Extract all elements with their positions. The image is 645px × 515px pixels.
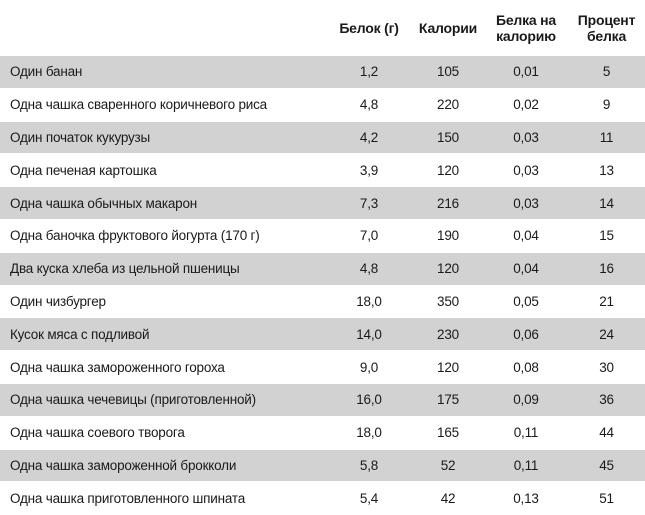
- calories-cell: 120: [412, 350, 484, 384]
- protein-cell: 16,0: [326, 383, 412, 417]
- food-name-cell: Одна чашка приготовленного шпината: [0, 481, 326, 515]
- calories-cell: 230: [412, 317, 484, 352]
- table-row: Одна баночка фруктового йогурта (170 г) 7…: [0, 219, 645, 253]
- table-row: Одна чашка замороженной брокколи 5,8 52 0,1…: [0, 449, 645, 483]
- protein-per-calorie-cell: 0,09: [484, 383, 568, 417]
- food-name-cell: Кусок мяса с подливой: [0, 317, 326, 352]
- calories-cell: 350: [412, 285, 484, 319]
- food-name-cell: Одна печеная картошка: [0, 153, 326, 188]
- table-row: Одна печеная картошка 3,9 120 0,03 13: [0, 153, 645, 188]
- protein-per-calorie-cell: 0,06: [484, 317, 568, 352]
- protein-per-calorie-cell: 0,04: [484, 252, 568, 286]
- protein-per-calorie-cell: 0,01: [484, 56, 568, 89]
- calories-cell: 190: [412, 219, 484, 253]
- calories-cell: 120: [412, 252, 484, 286]
- protein-percent-cell: 9: [568, 88, 645, 122]
- calories-cell: 52: [412, 449, 484, 483]
- food-name-cell: Одна чашка замороженной брокколи: [0, 449, 326, 483]
- header-protein-percent: Процент белка: [577, 12, 636, 44]
- calories-cell: 220: [412, 88, 484, 122]
- protein-cell: 4,8: [326, 88, 412, 122]
- protein-per-calorie-cell: 0,05: [484, 285, 568, 319]
- table-row: Один початок кукурузы 4,2 150 0,03 11: [0, 121, 645, 155]
- protein-cell: 18,0: [326, 285, 412, 319]
- calories-cell: 105: [412, 56, 484, 89]
- protein-cell: 5,4: [326, 481, 412, 515]
- protein-cell: 18,0: [326, 416, 412, 450]
- protein-per-calorie-cell: 0,04: [484, 219, 568, 253]
- table-row: Одна чашка замороженного гороха 9,0 120 0,0…: [0, 350, 645, 384]
- protein-cell: 1,2: [326, 56, 412, 89]
- calories-cell: 216: [412, 186, 484, 220]
- table-row: Один чизбургер 18,0 350 0,05 21: [0, 285, 645, 319]
- protein-percent-cell: 21: [568, 285, 645, 319]
- header-protein-per-calorie: Белка на калорию: [495, 12, 557, 44]
- table-row: Одна чашка сваренного коричневого риса 4,…: [0, 88, 645, 122]
- protein-percent-cell: 13: [568, 153, 645, 188]
- food-name-cell: Одна чашка сваренного коричневого риса: [0, 88, 326, 122]
- food-name-cell: Одна баночка фруктового йогурта (170 г): [0, 219, 326, 253]
- protein-cell: 7,0: [326, 219, 412, 253]
- calories-cell: 165: [412, 416, 484, 450]
- food-name-cell: Одна чашка чечевицы (приготовленной): [0, 383, 326, 417]
- protein-cell: 7,3: [326, 186, 412, 220]
- table-row: Один банан 1,2 105 0,01 5: [0, 56, 645, 89]
- protein-percent-cell: 30: [568, 350, 645, 384]
- protein-per-calorie-cell: 0,03: [484, 121, 568, 155]
- header-food: [0, 0, 326, 56]
- header-row: Белок (г) Калории Белка на калорию Проце…: [0, 0, 645, 56]
- food-name-cell: Два куска хлеба из цельной пшеницы: [0, 252, 326, 286]
- header-calories: Калории: [418, 20, 478, 36]
- protein-cell: 4,8: [326, 252, 412, 286]
- calories-cell: 150: [412, 121, 484, 155]
- header-protein: Белок (г): [339, 20, 399, 36]
- protein-percent-cell: 44: [568, 416, 645, 450]
- table-body: Один банан 1,2 105 0,01 5 Одна чашка сваренно…: [0, 56, 645, 515]
- protein-per-calorie-cell: 0,02: [484, 88, 568, 122]
- protein-percent-cell: 16: [568, 252, 645, 286]
- food-name-cell: Одна чашка замороженного гороха: [0, 350, 326, 384]
- calories-cell: 120: [412, 153, 484, 188]
- protein-percent-cell: 15: [568, 219, 645, 253]
- table-row: Одна чашка чечевицы (приготовленной) 16,0…: [0, 383, 645, 417]
- food-name-cell: Один початок кукурузы: [0, 121, 326, 155]
- food-name-cell: Одна чашка обычных макарон: [0, 186, 326, 220]
- protein-per-calorie-cell: 0,11: [484, 449, 568, 483]
- protein-percent-cell: 36: [568, 383, 645, 417]
- food-name-cell: Один чизбургер: [0, 285, 326, 319]
- protein-percent-cell: 14: [568, 186, 645, 220]
- table-row: Одна чашка приготовленного шпината 5,4 42 0…: [0, 481, 645, 515]
- protein-percent-cell: 11: [568, 121, 645, 155]
- table-row: Одна чашка обычных макарон 7,3 216 0,03 14: [0, 186, 645, 220]
- protein-per-calorie-cell: 0,03: [484, 153, 568, 188]
- calories-cell: 175: [412, 383, 484, 417]
- protein-per-calorie-cell: 0,11: [484, 416, 568, 450]
- table-row: Одна чашка соевого творога 18,0 165 0,11 44: [0, 416, 645, 450]
- table-header: Белок (г) Калории Белка на калорию Проце…: [0, 0, 645, 56]
- protein-percent-cell: 45: [568, 449, 645, 483]
- food-name-cell: Одна чашка соевого творога: [0, 416, 326, 450]
- protein-percent-cell: 24: [568, 317, 645, 352]
- protein-cell: 9,0: [326, 350, 412, 384]
- protein-cell: 3,9: [326, 153, 412, 188]
- table-row: Кусок мяса с подливой 14,0 230 0,06 24: [0, 317, 645, 352]
- protein-per-calorie-cell: 0,13: [484, 481, 568, 515]
- protein-cell: 14,0: [326, 317, 412, 352]
- table-row: Два куска хлеба из цельной пшеницы 4,8 120…: [0, 252, 645, 286]
- protein-per-calorie-cell: 0,03: [484, 186, 568, 220]
- food-name-cell: Один банан: [0, 56, 326, 89]
- protein-per-calorie-cell: 0,08: [484, 350, 568, 384]
- protein-cell: 5,8: [326, 449, 412, 483]
- protein-percent-cell: 51: [568, 481, 645, 515]
- protein-cell: 4,2: [326, 121, 412, 155]
- protein-percent-cell: 5: [568, 56, 645, 89]
- calories-cell: 42: [412, 481, 484, 515]
